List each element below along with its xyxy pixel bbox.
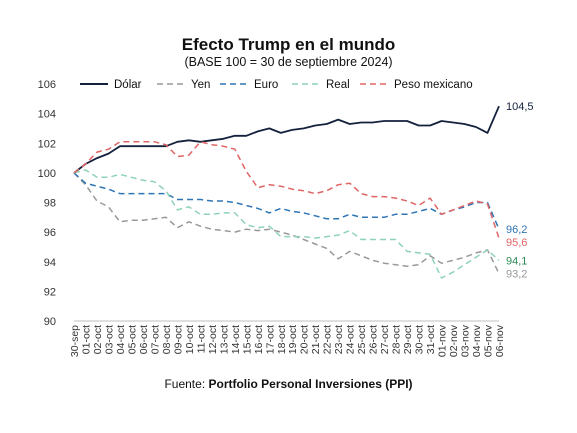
y-tick-label: 104: [38, 109, 56, 121]
x-tick-label: 23-oct: [333, 325, 345, 354]
x-tick-label: 07-oct: [149, 325, 161, 354]
legend-label: Real: [326, 79, 350, 91]
x-tick-label: 08-oct: [161, 325, 173, 354]
x-tick-label: 21-oct: [310, 325, 322, 354]
chart-title: Efecto Trump en el mundo: [181, 35, 396, 54]
series-line-dólar: [73, 105, 500, 174]
chart-source: Fuente: Portfolio Personal Inversiones (…: [0, 377, 577, 391]
y-tick-label: 92: [44, 286, 56, 298]
source-name: Portfolio Personal Inversiones (PPI): [208, 377, 413, 391]
x-tick-label: 29-oct: [402, 325, 414, 354]
x-tick-label: 05-oct: [126, 325, 138, 354]
x-tick-label: 06-oct: [138, 325, 150, 354]
x-tick-label: 02-oct: [92, 325, 104, 354]
source-prefix: Fuente:: [164, 377, 209, 391]
x-tick-label: 03-nov: [460, 324, 472, 357]
x-tick-label: 15-oct: [241, 325, 253, 354]
x-tick-label: 02-nov: [448, 324, 460, 357]
y-tick-label: 94: [44, 257, 56, 269]
series-line-real: [73, 169, 500, 279]
x-tick-label: 10-oct: [184, 325, 196, 354]
x-tick-label: 22-oct: [322, 325, 334, 354]
x-tick-label: 04-nov: [471, 324, 483, 357]
x-tick-label: 01-oct: [80, 325, 92, 354]
x-tick-label: 03-oct: [103, 325, 115, 354]
series-line-euro: [73, 172, 500, 230]
chart-subtitle: (BASE 100 = 30 de septiembre 2024): [184, 55, 393, 69]
x-tick-label: 26-oct: [368, 325, 380, 354]
x-tick-label: 06-nov: [494, 324, 506, 357]
y-tick-label: 100: [38, 168, 56, 180]
x-tick-label: 14-oct: [230, 325, 242, 354]
x-tick-label: 17-oct: [264, 325, 276, 354]
x-tick-label: 24-oct: [345, 325, 357, 354]
legend-label: Peso mexicano: [394, 79, 473, 91]
x-tick-label: 05-nov: [483, 324, 495, 357]
x-tick-label: 25-oct: [356, 325, 368, 354]
x-tick-label: 20-oct: [299, 325, 311, 354]
legend-label: Dólar: [114, 79, 142, 91]
x-tick-label: 19-oct: [287, 325, 299, 354]
x-tick-label: 12-oct: [207, 325, 219, 354]
end-value-label: 93,2: [506, 269, 527, 281]
end-value-label: 104,5: [506, 101, 534, 113]
x-tick-label: 27-oct: [379, 325, 391, 354]
y-tick-label: 106: [38, 79, 56, 91]
series-line-peso-mexicano: [73, 141, 500, 239]
x-tick-label: 04-oct: [115, 325, 127, 354]
legend-label: Yen: [191, 79, 210, 91]
x-tick-label: 01-nov: [437, 324, 449, 357]
y-tick-label: 98: [44, 198, 56, 210]
x-tick-label: 30-oct: [414, 325, 426, 354]
x-tick-label: 11-oct: [195, 325, 207, 353]
legend-label: Euro: [254, 79, 278, 91]
x-tick-label: 31-oct: [425, 325, 437, 354]
x-tick-label: 18-oct: [276, 325, 288, 354]
end-value-label: 94,1: [506, 255, 527, 267]
series-line-yen: [73, 172, 500, 274]
x-tick-label: 09-oct: [172, 325, 184, 354]
x-tick-label: 13-oct: [218, 325, 230, 354]
x-tick-label: 30-sep: [69, 325, 81, 357]
x-tick-label: 28-oct: [391, 325, 403, 354]
end-value-label: 95,6: [506, 237, 527, 249]
end-value-label: 96,2: [506, 224, 527, 236]
y-tick-label: 96: [44, 227, 56, 239]
x-tick-label: 16-oct: [253, 325, 265, 354]
y-tick-label: 102: [38, 138, 56, 150]
y-tick-label: 90: [44, 316, 56, 328]
